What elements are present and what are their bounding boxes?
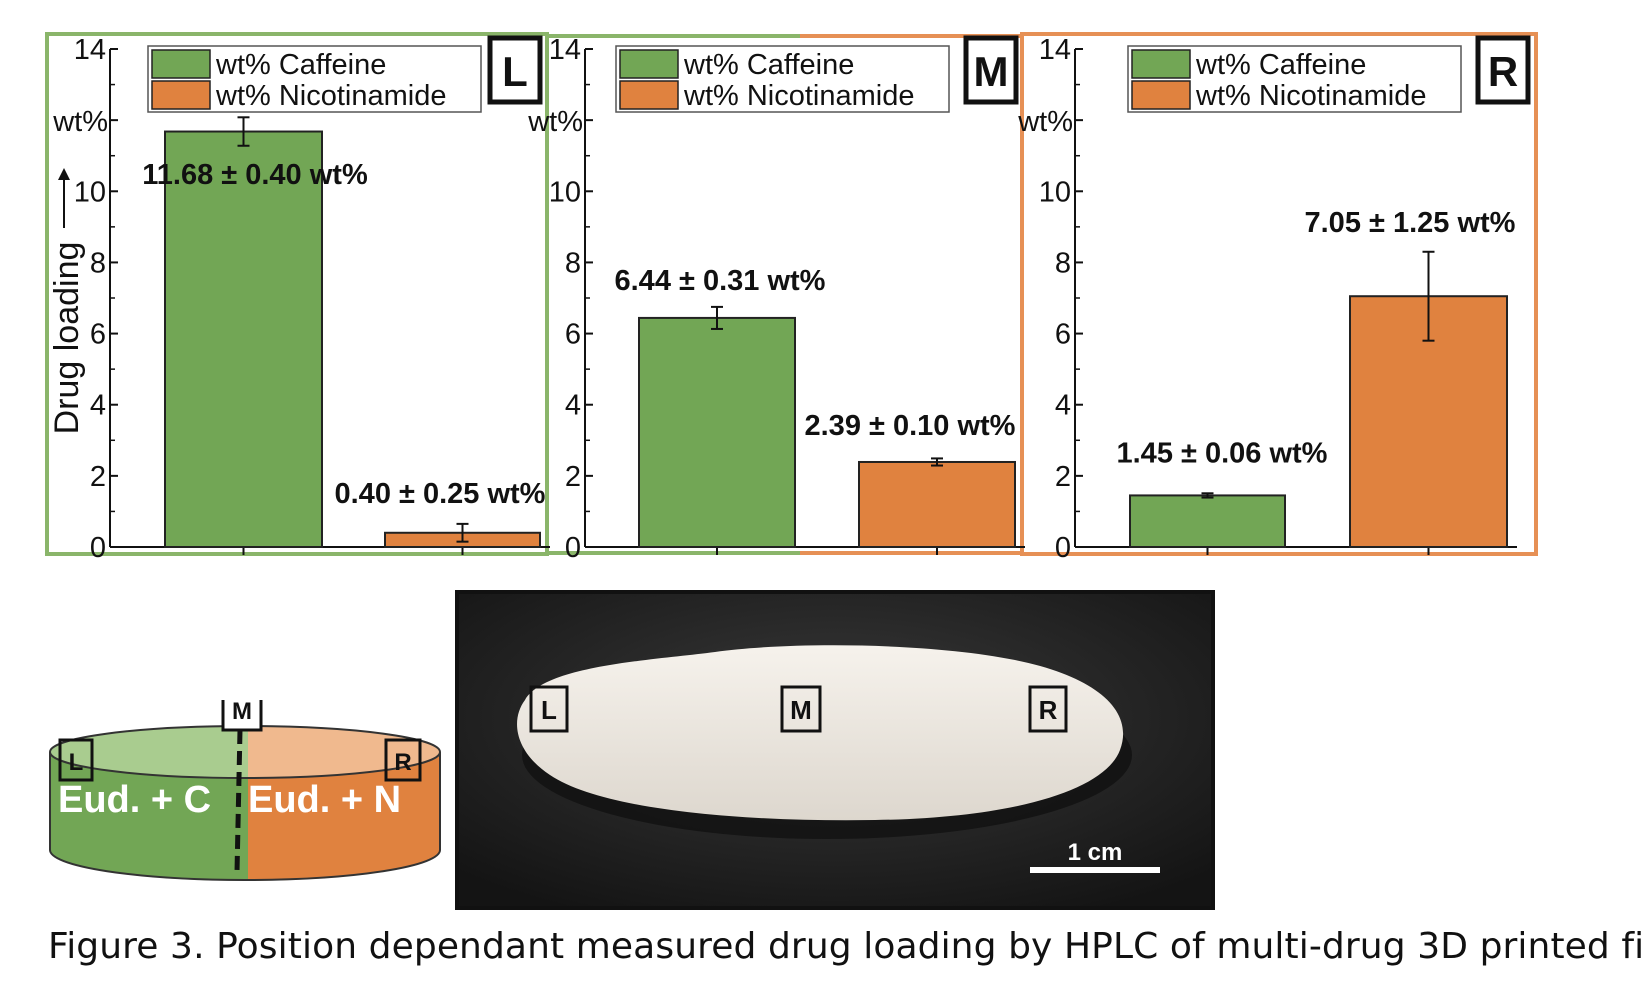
legend-entry: wt% Nicotinamide: [1195, 80, 1426, 112]
schematic-divider: [234, 729, 243, 873]
bar-nicotinamide: [858, 460, 1016, 548]
legend-swatch: [151, 80, 211, 110]
svg-text:M: M: [790, 695, 812, 725]
legend-swatch: [619, 80, 679, 110]
legend-entry: wt% Nicotinamide: [215, 80, 446, 112]
data-label-nicotinamide: 2.39 ± 0.10 wt%: [805, 410, 1016, 442]
photo-marker-l: L: [529, 685, 569, 733]
y-tick-label: 14: [549, 34, 581, 66]
legend-entry: wt% Caffeine: [1195, 49, 1366, 81]
schematic-right-label: Eud. + N: [248, 779, 401, 821]
panel-letter: M: [974, 48, 1009, 95]
chart-panel-r: 0 2 4 6 8 10 14 wt% 1.45 ± 0.06 wt% 7.05 ± 1.25 w…: [1017, 34, 1531, 564]
y-tick-label: 2: [1055, 461, 1071, 493]
y-tick-label: 0: [1055, 532, 1071, 564]
panel-letter: R: [1488, 48, 1518, 95]
chart-panel-m: 0 2 4 6 8 10 14 wt% 6.44 ± 0.31 wt% 2.39 ± 0.10 w…: [527, 34, 1025, 564]
y-tick-label: 10: [74, 176, 106, 208]
panel-frame-l: [45, 32, 549, 556]
panel-letter-box: [963, 35, 1019, 105]
bar-caffeine: [164, 130, 323, 548]
chart-panel-l: 0 2 4 6 8 10 14 wt% 11.68 ± 0.40 wt% 0.40 ± 0.25 …: [48, 34, 550, 564]
y-tick-label: 6: [565, 319, 581, 351]
y-tick-label: 14: [74, 34, 106, 66]
schematic-left-label: Eud. + C: [58, 779, 211, 821]
panel-letter-box: [1475, 35, 1531, 105]
film-photo: L M R 1 cm: [455, 590, 1215, 910]
photo-marker-r: R: [1028, 685, 1068, 733]
y-tick-label: 0: [565, 532, 581, 564]
schematic-right-body: [248, 752, 440, 881]
legend-swatch: [1131, 80, 1191, 110]
y-tick-label: 6: [1055, 319, 1071, 351]
legend-entry: wt% Nicotinamide: [683, 80, 914, 112]
svg-text:L: L: [69, 749, 84, 776]
y-tick-label: 2: [90, 461, 106, 493]
bar-caffeine: [638, 316, 796, 549]
film-schematic: L M R Eud. + C Eud. + N: [49, 700, 441, 881]
y-tick-label: 2: [565, 461, 581, 493]
schematic-left-body: [50, 752, 248, 881]
panel-frame-r: [1020, 32, 1538, 556]
bar-caffeine: [1129, 494, 1286, 548]
legend-entry: wt% Caffeine: [215, 49, 386, 81]
y-tick-label: 10: [549, 176, 581, 208]
data-label-caffeine: 1.45 ± 0.06 wt%: [1117, 437, 1328, 469]
panel-letter-box: [487, 35, 543, 105]
svg-text:R: R: [394, 749, 411, 776]
schematic-marker-m: M: [221, 700, 263, 732]
figure-caption: Figure 3. Position dependant measured dr…: [48, 926, 1644, 967]
y-tick-label: 10: [1039, 176, 1071, 208]
panel-letter: L: [502, 48, 528, 95]
legend-swatch: [1131, 49, 1191, 79]
y-tick-label: 4: [565, 390, 581, 422]
y-axis-arrow-head: [58, 168, 70, 180]
schematic-marker-r: R: [384, 738, 422, 782]
legend-swatch: [619, 49, 679, 79]
y-unit-label: wt%: [52, 106, 108, 138]
y-unit-label: wt%: [1017, 106, 1073, 138]
svg-text:L: L: [541, 695, 557, 725]
y-tick-label: 8: [565, 247, 581, 279]
schematic-marker-l: L: [58, 738, 94, 782]
y-tick-label: 4: [90, 390, 106, 422]
data-label-nicotinamide: 7.05 ± 1.25 wt%: [1305, 207, 1516, 239]
photo-marker-m: M: [780, 685, 822, 733]
svg-text:M: M: [232, 700, 252, 725]
y-tick-label: 8: [1055, 247, 1071, 279]
y-tick-label: 8: [90, 247, 106, 279]
y-tick-label: 14: [1039, 34, 1071, 66]
data-label-caffeine: 11.68 ± 0.40 wt%: [142, 159, 368, 191]
y-tick-label: 6: [90, 319, 106, 351]
y-axis-title: Drug loading: [48, 242, 86, 435]
film-disc: [517, 645, 1124, 821]
y-unit-label: wt%: [527, 106, 583, 138]
legend-swatch: [151, 49, 211, 79]
legend-entry: wt% Caffeine: [683, 49, 854, 81]
data-label-caffeine: 6.44 ± 0.31 wt%: [615, 265, 826, 297]
y-tick-label: 4: [1055, 390, 1071, 422]
scale-bar-label: 1 cm: [1068, 839, 1123, 866]
y-tick-label: 0: [90, 532, 106, 564]
data-label-nicotinamide: 0.40 ± 0.25 wt%: [335, 478, 546, 510]
svg-text:R: R: [1039, 695, 1058, 725]
